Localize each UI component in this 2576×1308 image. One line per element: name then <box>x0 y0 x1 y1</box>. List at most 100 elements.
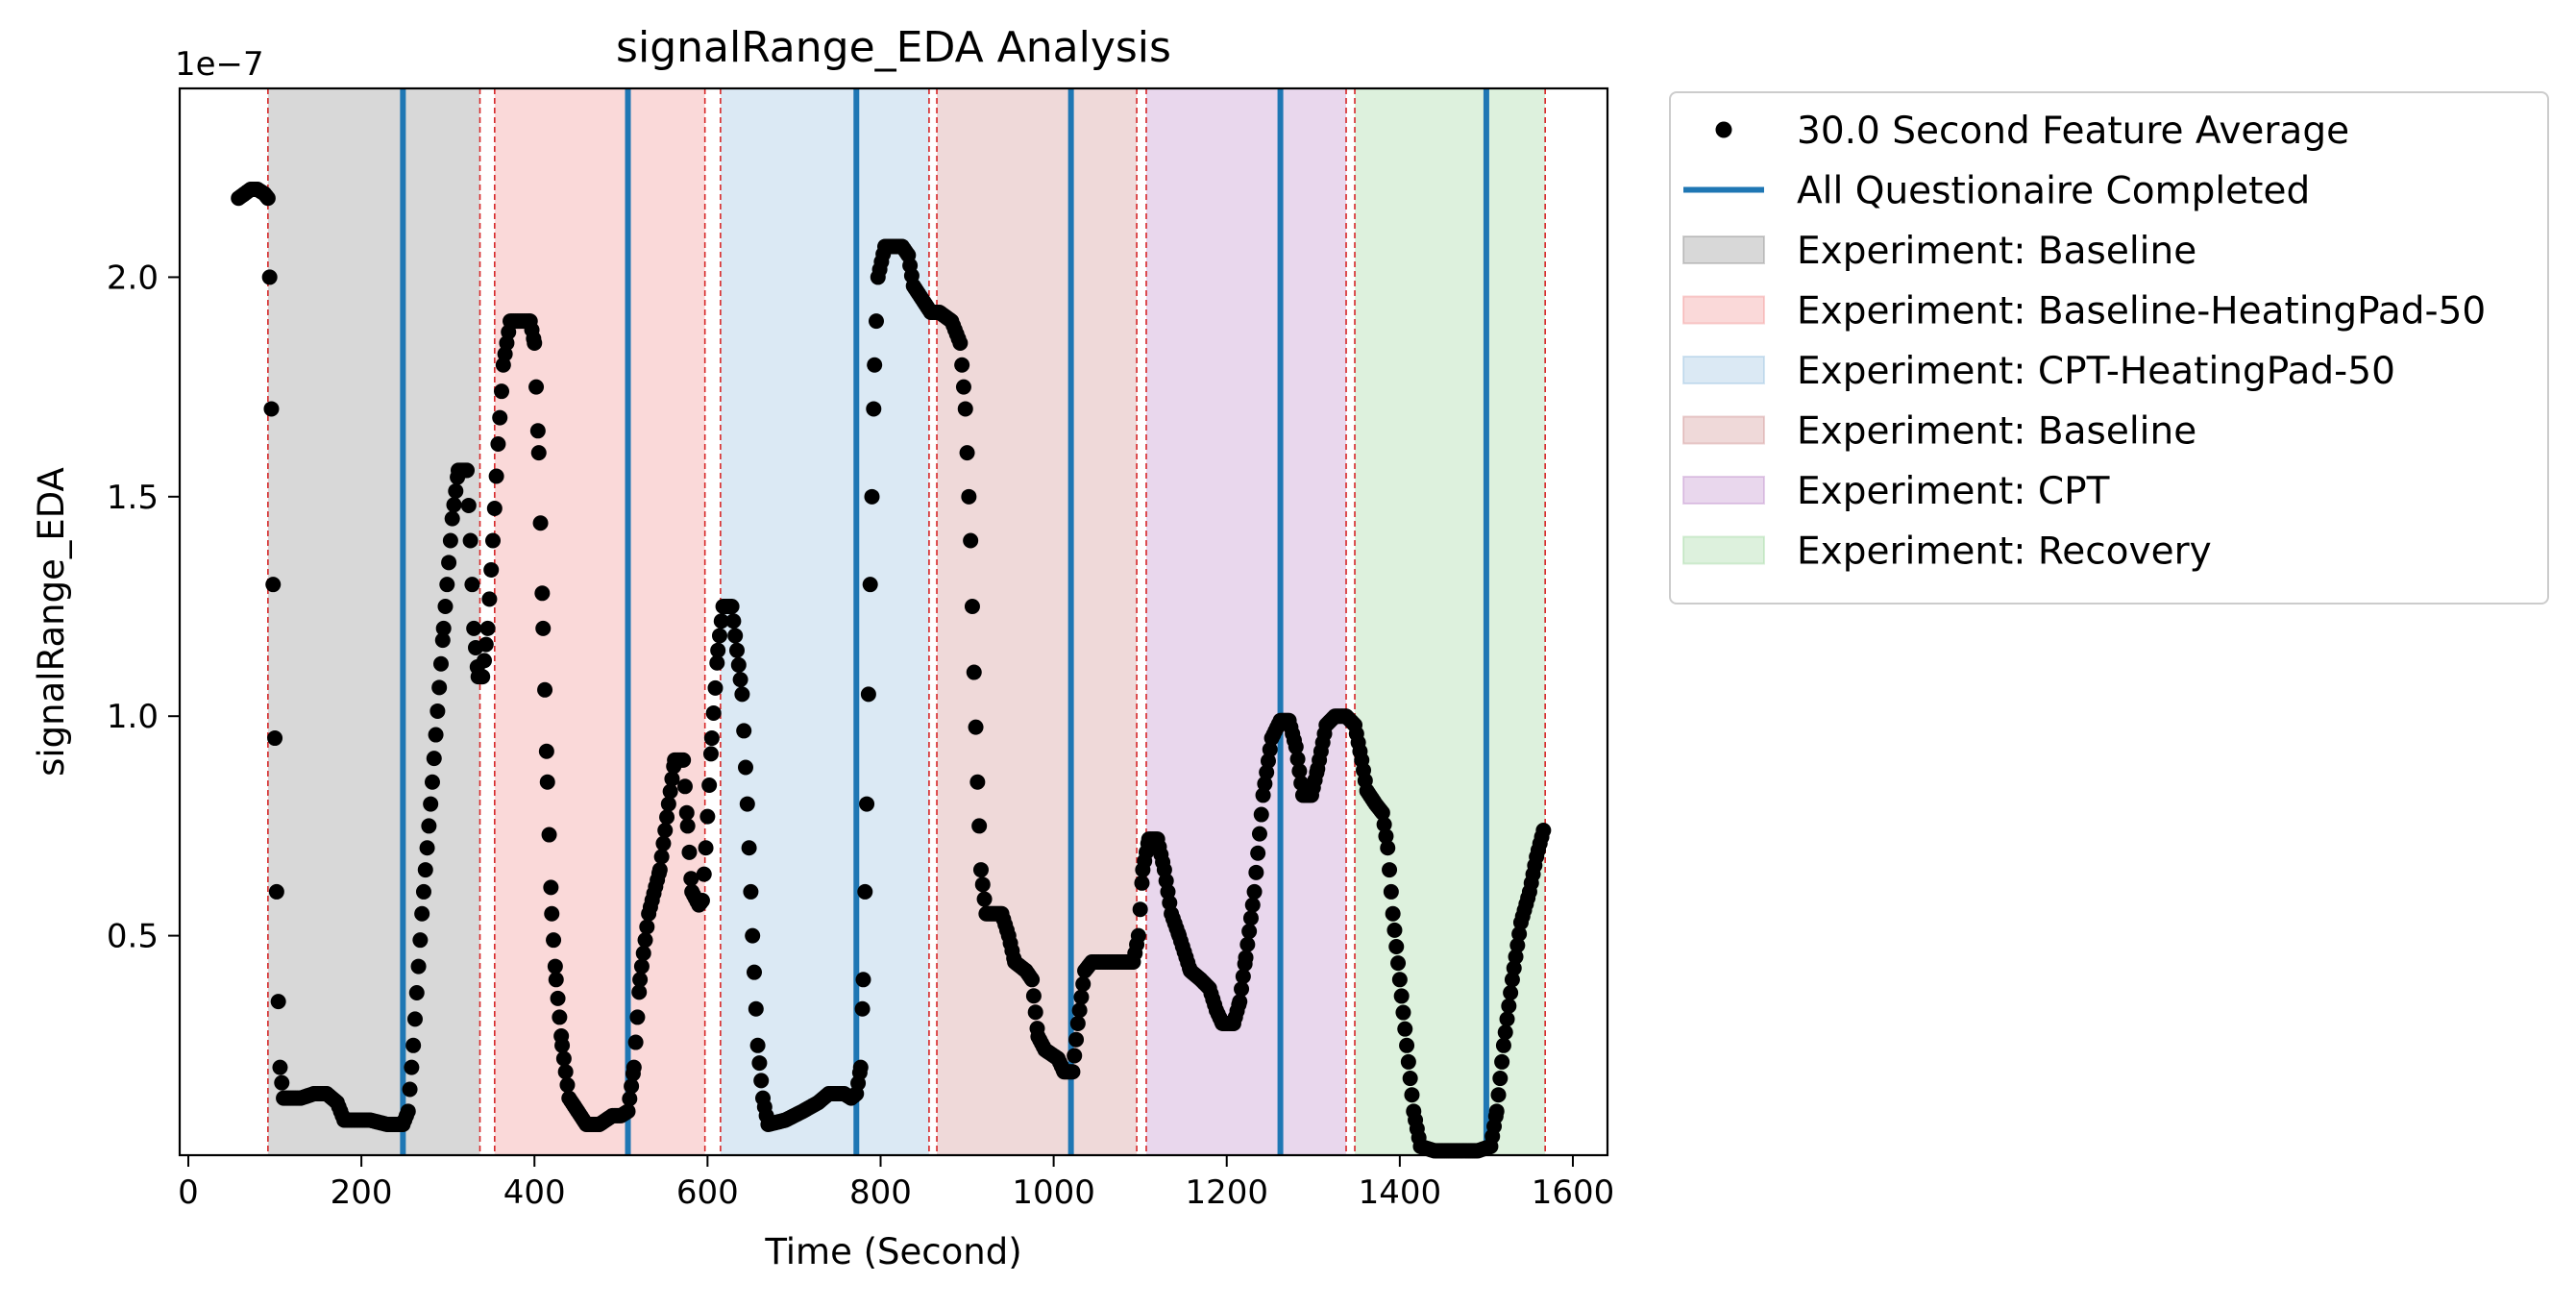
data-point-195 <box>554 1037 571 1053</box>
data-point-152 <box>486 500 503 516</box>
data-point-540 <box>1134 875 1150 891</box>
data-point-284 <box>701 777 718 793</box>
data-point-688 <box>1382 862 1398 878</box>
data-point-145 <box>475 669 491 685</box>
x-tick-label-1: 200 <box>331 1173 393 1212</box>
x-axis-ticks: 0 200 400 600 800 1000 1200 1400 1600 <box>178 1155 1614 1212</box>
y-axis-label: signalRange_EDA <box>31 467 72 777</box>
data-point-437 <box>961 488 977 505</box>
data-point-611 <box>1250 845 1266 861</box>
data-point-601 <box>1234 981 1250 998</box>
data-point-309 <box>743 883 759 900</box>
data-point-695 <box>1393 988 1410 1004</box>
legend-label-6: Experiment: CPT <box>1797 470 2110 513</box>
data-point-602 <box>1235 969 1251 985</box>
data-point-298 <box>724 599 740 615</box>
data-point-759 <box>1503 984 1519 1000</box>
data-point-22 <box>267 730 283 747</box>
data-point-503 <box>1069 1015 1086 1031</box>
data-point-254 <box>651 862 668 878</box>
data-point-150 <box>483 561 500 578</box>
data-point-24 <box>270 994 286 1010</box>
data-point-135 <box>459 462 476 479</box>
data-point-379 <box>862 577 878 593</box>
data-point-109 <box>415 883 431 900</box>
data-point-244 <box>635 945 651 961</box>
data-point-373 <box>852 1059 869 1075</box>
region-0 <box>267 88 480 1155</box>
data-point-612 <box>1251 826 1267 842</box>
data-point-136 <box>460 497 477 513</box>
data-point-102 <box>404 1059 420 1075</box>
data-point-693 <box>1390 955 1407 972</box>
data-point-155 <box>492 409 508 426</box>
data-point-753 <box>1492 1071 1509 1087</box>
data-point-697 <box>1397 1021 1413 1037</box>
data-point-240 <box>629 1009 646 1025</box>
data-point-104 <box>406 1011 423 1027</box>
data-point-290 <box>710 642 726 658</box>
data-point-377 <box>859 796 875 812</box>
data-point-310 <box>745 927 761 944</box>
data-point-444 <box>972 862 989 878</box>
data-point-617 <box>1260 753 1276 769</box>
data-point-635 <box>1291 763 1308 779</box>
data-point-383 <box>868 313 884 330</box>
data-point-684 <box>1374 804 1390 821</box>
data-point-636 <box>1293 775 1310 791</box>
data-point-609 <box>1246 883 1263 900</box>
legend-label-4: Experiment: CPT-HeatingPad-50 <box>1797 350 2395 393</box>
data-point-446 <box>976 891 993 907</box>
data-point-259 <box>660 796 676 812</box>
data-point-754 <box>1494 1053 1510 1070</box>
data-point-756 <box>1497 1024 1513 1041</box>
data-point-181 <box>534 585 551 602</box>
data-point-633 <box>1288 739 1304 755</box>
data-point-760 <box>1504 972 1520 988</box>
data-point-608 <box>1244 897 1261 913</box>
data-point-477 <box>1027 1004 1043 1021</box>
data-point-506 <box>1075 975 1092 992</box>
data-point-272 <box>681 844 698 860</box>
data-point-268 <box>675 752 692 768</box>
data-point-139 <box>466 620 482 636</box>
data-point-441 <box>968 719 984 735</box>
data-point-235 <box>622 1091 638 1107</box>
legend-label-2: Experiment: Baseline <box>1797 230 2196 273</box>
data-point-752 <box>1490 1087 1507 1103</box>
data-point-156 <box>494 383 510 400</box>
data-point-25 <box>272 1059 288 1075</box>
data-point-179 <box>530 445 547 461</box>
data-point-176 <box>527 334 543 351</box>
legend-label-3: Experiment: Baseline-HeatingPad-50 <box>1797 290 2486 333</box>
data-point-604 <box>1238 950 1254 966</box>
data-point-436 <box>959 445 975 461</box>
data-point-18 <box>259 190 276 207</box>
data-point-115 <box>426 751 442 767</box>
data-point-315 <box>753 1073 770 1089</box>
data-point-758 <box>1501 998 1517 1014</box>
x-tick-label-4: 800 <box>849 1173 912 1212</box>
data-point-124 <box>441 555 457 571</box>
legend-label-0: 30.0 Second Feature Average <box>1797 110 2349 153</box>
data-point-243 <box>633 958 650 975</box>
data-point-292 <box>713 613 729 629</box>
data-point-191 <box>548 972 564 988</box>
data-point-307 <box>739 796 755 812</box>
legend-patch-4 <box>1682 356 1765 384</box>
legend-marker-0 <box>1715 121 1732 138</box>
data-point-238 <box>626 1059 642 1075</box>
data-point-757 <box>1499 1011 1515 1027</box>
region-4 <box>1145 88 1347 1155</box>
legend-patch-5 <box>1682 415 1765 445</box>
data-point-236 <box>624 1078 640 1095</box>
data-point-303 <box>732 672 748 688</box>
data-point-288 <box>707 679 724 696</box>
data-point-180 <box>532 515 549 531</box>
data-point-108 <box>414 905 430 922</box>
legend-patch-6 <box>1682 476 1765 505</box>
data-point-690 <box>1385 905 1401 922</box>
data-point-122 <box>437 599 454 615</box>
data-point-188 <box>544 905 560 922</box>
